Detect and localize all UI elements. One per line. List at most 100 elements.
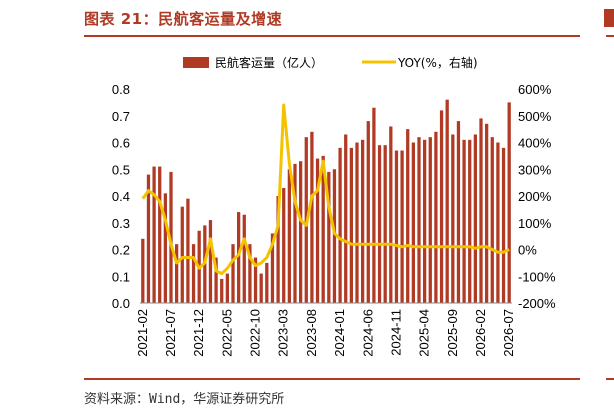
bar — [141, 238, 145, 303]
bar — [287, 169, 291, 303]
left-axis: 0.0 0.1 0.2 0.3 0.4 0.5 0.6 0.7 0.8 — [112, 82, 130, 311]
left-tick-label: 0.0 — [112, 296, 130, 311]
bar — [208, 220, 213, 303]
bar — [163, 193, 167, 303]
right-axis: -200% -100% 0% 100% 200% 300% 400% 500% 600% — [518, 82, 556, 311]
right-tick-label: 400% — [518, 136, 552, 151]
right-tick-label: -100% — [518, 269, 556, 284]
bar — [451, 134, 455, 303]
right-tick-label: 100% — [518, 216, 552, 231]
bar — [146, 174, 151, 303]
bar — [282, 187, 286, 303]
figure-title: 图表 21：民航客运量及增速 — [84, 10, 283, 28]
bar — [231, 244, 235, 303]
right-tick-label: 300% — [518, 162, 552, 177]
bar — [315, 158, 320, 303]
bar — [242, 214, 246, 303]
bar — [191, 244, 196, 303]
left-tick-label: 0.6 — [112, 136, 130, 151]
bottom-rule — [84, 378, 580, 380]
left-tick-label: 0.3 — [112, 216, 130, 231]
bar — [389, 126, 393, 303]
bar — [355, 142, 359, 303]
bar — [411, 142, 415, 303]
bar — [152, 166, 156, 303]
bar — [394, 150, 399, 303]
left-tick-label: 0.2 — [112, 243, 130, 258]
bar — [485, 123, 489, 304]
bar — [321, 155, 325, 303]
bar — [400, 150, 404, 303]
bottom-rule-edge — [606, 378, 614, 380]
x-tick-label: 2026-02 — [473, 309, 488, 357]
x-tick-label: 2021-07 — [163, 309, 178, 357]
x-tick-label: 2024-06 — [360, 309, 375, 357]
bar — [372, 107, 376, 303]
bar — [434, 131, 438, 303]
left-tick-label: 0.7 — [112, 109, 130, 124]
bar — [344, 134, 348, 303]
x-tick-label: 2023-03 — [276, 309, 291, 357]
bar — [462, 139, 466, 303]
bar — [158, 166, 162, 303]
bar — [175, 244, 179, 303]
bar — [293, 163, 297, 303]
legend-line-label: YOY(%，右轴) — [397, 55, 478, 70]
bar — [406, 129, 410, 303]
bar — [349, 147, 353, 303]
bar — [501, 147, 506, 303]
x-axis: 2021-02 2021-07 2021-12 2022-05 2022-10 2023-… — [135, 309, 516, 357]
left-tick-label: 0.1 — [112, 269, 130, 284]
bar — [253, 257, 258, 303]
left-tick-label: 0.5 — [112, 162, 130, 177]
bar — [473, 134, 477, 303]
edge-marker — [604, 9, 614, 27]
right-tick-label: -200% — [518, 296, 556, 311]
title-rule — [84, 35, 580, 37]
x-tick-label: 2026-07 — [501, 309, 516, 357]
bar — [259, 273, 263, 303]
bar — [248, 244, 252, 303]
x-tick-label: 2022-10 — [248, 309, 263, 357]
x-tick-label: 2025-04 — [417, 309, 432, 357]
x-tick-label: 2022-05 — [219, 309, 234, 357]
left-tick-label: 0.4 — [112, 189, 130, 204]
bar — [428, 137, 432, 303]
x-tick-label: 2024-01 — [332, 309, 347, 357]
source-note: 资料来源：Wind，华源证券研究所 — [84, 392, 285, 407]
bar — [332, 169, 337, 303]
bar — [186, 198, 190, 303]
bar — [423, 139, 427, 303]
left-tick-label: 0.8 — [112, 82, 130, 97]
bar — [456, 121, 461, 303]
legend-bar-swatch — [183, 57, 209, 68]
title-rule-edge — [606, 35, 614, 37]
x-tick-label: 2021-02 — [135, 309, 150, 357]
right-tick-label: 600% — [518, 82, 552, 97]
bar — [383, 145, 387, 303]
bar-series — [141, 99, 511, 304]
x-tick-label: 2024-11 — [388, 309, 403, 356]
right-tick-label: 0% — [518, 243, 537, 258]
bar — [270, 233, 275, 303]
bar — [327, 171, 331, 303]
bar — [214, 257, 218, 303]
bar — [276, 196, 280, 303]
bar — [479, 118, 483, 303]
x-tick-label: 2025-09 — [445, 309, 460, 357]
x-tick-label: 2021-12 — [191, 309, 206, 357]
bar — [496, 142, 500, 303]
bar — [366, 121, 370, 303]
legend: 民航客运量（亿人） YOY(%，右轴) — [183, 55, 478, 70]
right-tick-label: 500% — [518, 109, 552, 124]
bar — [299, 161, 303, 303]
bar — [180, 206, 184, 303]
bar — [445, 99, 449, 303]
bar — [225, 273, 229, 303]
bar — [338, 147, 342, 303]
bar — [417, 137, 421, 303]
bar — [490, 137, 494, 303]
bar — [439, 110, 444, 304]
right-tick-label: 200% — [518, 189, 552, 204]
